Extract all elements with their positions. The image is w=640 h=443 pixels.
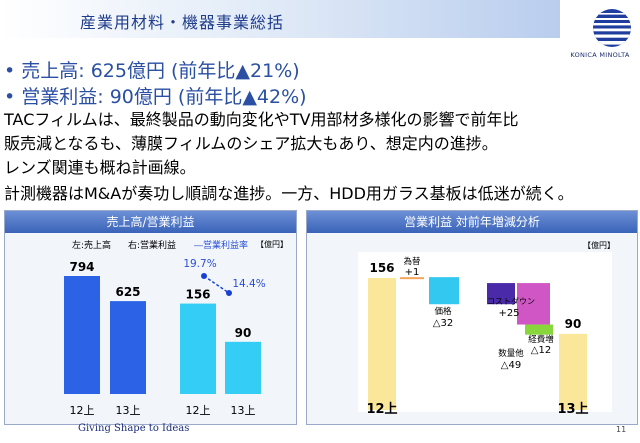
waterfall-bar	[517, 283, 550, 325]
body-line-2: 販売減となるも、薄膜フィルムのシェア拡大もあり、想定内の進捗。	[4, 134, 498, 153]
title-bar	[0, 0, 560, 38]
profit-bar	[225, 341, 261, 394]
profit-value-label: 90	[235, 326, 252, 340]
bullet-operating-income: • 営業利益: 90億円 (前年比▲42%)	[4, 86, 307, 108]
page-number: 11	[616, 425, 627, 434]
waterfall-bar	[487, 283, 515, 305]
operating-income-waterfall-chart: 156 為替+1 価格△32 コストダウン +25 数量他△49 経費増△12 90 12上 13…	[366, 256, 588, 417]
profit-value-label: 156	[185, 288, 210, 302]
waterfall-bar	[400, 277, 424, 280]
waterfall-step-value: +25	[498, 308, 519, 319]
margin-rate-label: 14.4%	[232, 278, 265, 290]
waterfall-bar	[429, 277, 459, 305]
waterfall-step-value: △49	[501, 360, 521, 371]
margin-rate-point	[226, 290, 232, 296]
margin-rate-label: 19.7%	[183, 258, 216, 270]
left-panel-title: 売上高/営業利益	[5, 211, 296, 233]
sales-value-label: 794	[69, 260, 94, 274]
sales-bar	[110, 301, 146, 394]
page-title: 産業用材料・機器事業総括	[80, 13, 285, 32]
sales-profit-chart: 794 625 156 90 19.7% 14.4% 12上 13上 12上 13上	[64, 258, 266, 417]
waterfall-step-name: 経費増	[528, 334, 554, 345]
waterfall-value-label: 90	[565, 317, 582, 331]
x-tick-label: 12上	[366, 402, 397, 417]
legend-sales: 左:売上高	[72, 241, 112, 251]
waterfall-step-name: 価格	[434, 306, 452, 317]
x-tick-label: 12上	[186, 404, 211, 417]
waterfall-step-value: △32	[433, 318, 453, 329]
sales-value-label: 625	[115, 285, 140, 299]
legend-margin-line: ―営業利益率	[194, 241, 249, 251]
legend-operating-income: 右:営業利益	[128, 241, 177, 251]
waterfall-bar	[525, 324, 553, 335]
waterfall-step-value: +1	[405, 267, 420, 278]
sales-bar	[64, 276, 100, 394]
left-chart-panel: 売上高/営業利益	[4, 210, 297, 425]
right-unit-label: 【億円】	[583, 241, 615, 250]
x-tick-label: 13上	[557, 402, 588, 417]
waterfall-bar	[368, 278, 396, 410]
profit-bar	[180, 303, 216, 394]
footer-tagline: Giving Shape to Ideas	[78, 423, 190, 434]
margin-rate-point	[201, 273, 207, 279]
x-tick-label: 12上	[70, 404, 95, 417]
body-line-1: TACフィルムは、最終製品の動向変化やTV用部材多様化の影響で前年比	[4, 110, 519, 129]
right-panel-title: 営業利益 対前年増減分析	[307, 211, 637, 233]
x-tick-label: 13上	[116, 404, 141, 417]
body-line-3: レンズ関連も概ね計画線。	[4, 158, 196, 177]
waterfall-step-name: 数量他	[498, 348, 524, 359]
margin-rate-line	[203, 275, 230, 294]
x-tick-label: 13上	[231, 404, 256, 417]
waterfall-step-name: コストダウン	[487, 296, 535, 306]
left-unit-label: 【億円】	[256, 240, 288, 249]
waterfall-step-value: △12	[531, 345, 551, 356]
bullet-sales: • 売上高: 625億円 (前年比▲21%)	[4, 60, 300, 82]
konica-minolta-globe-icon	[593, 9, 631, 47]
logo-wordmark: KONICA MINOLTA	[570, 51, 630, 59]
waterfall-value-label: 156	[369, 261, 394, 275]
body-line-4: 計測機器はM&Aが奏功し順調な進捗。一方、HDD用ガラス基板は低迷が続く。	[4, 184, 574, 203]
waterfall-step-name: 為替	[403, 256, 421, 267]
waterfall-bar	[559, 333, 587, 410]
